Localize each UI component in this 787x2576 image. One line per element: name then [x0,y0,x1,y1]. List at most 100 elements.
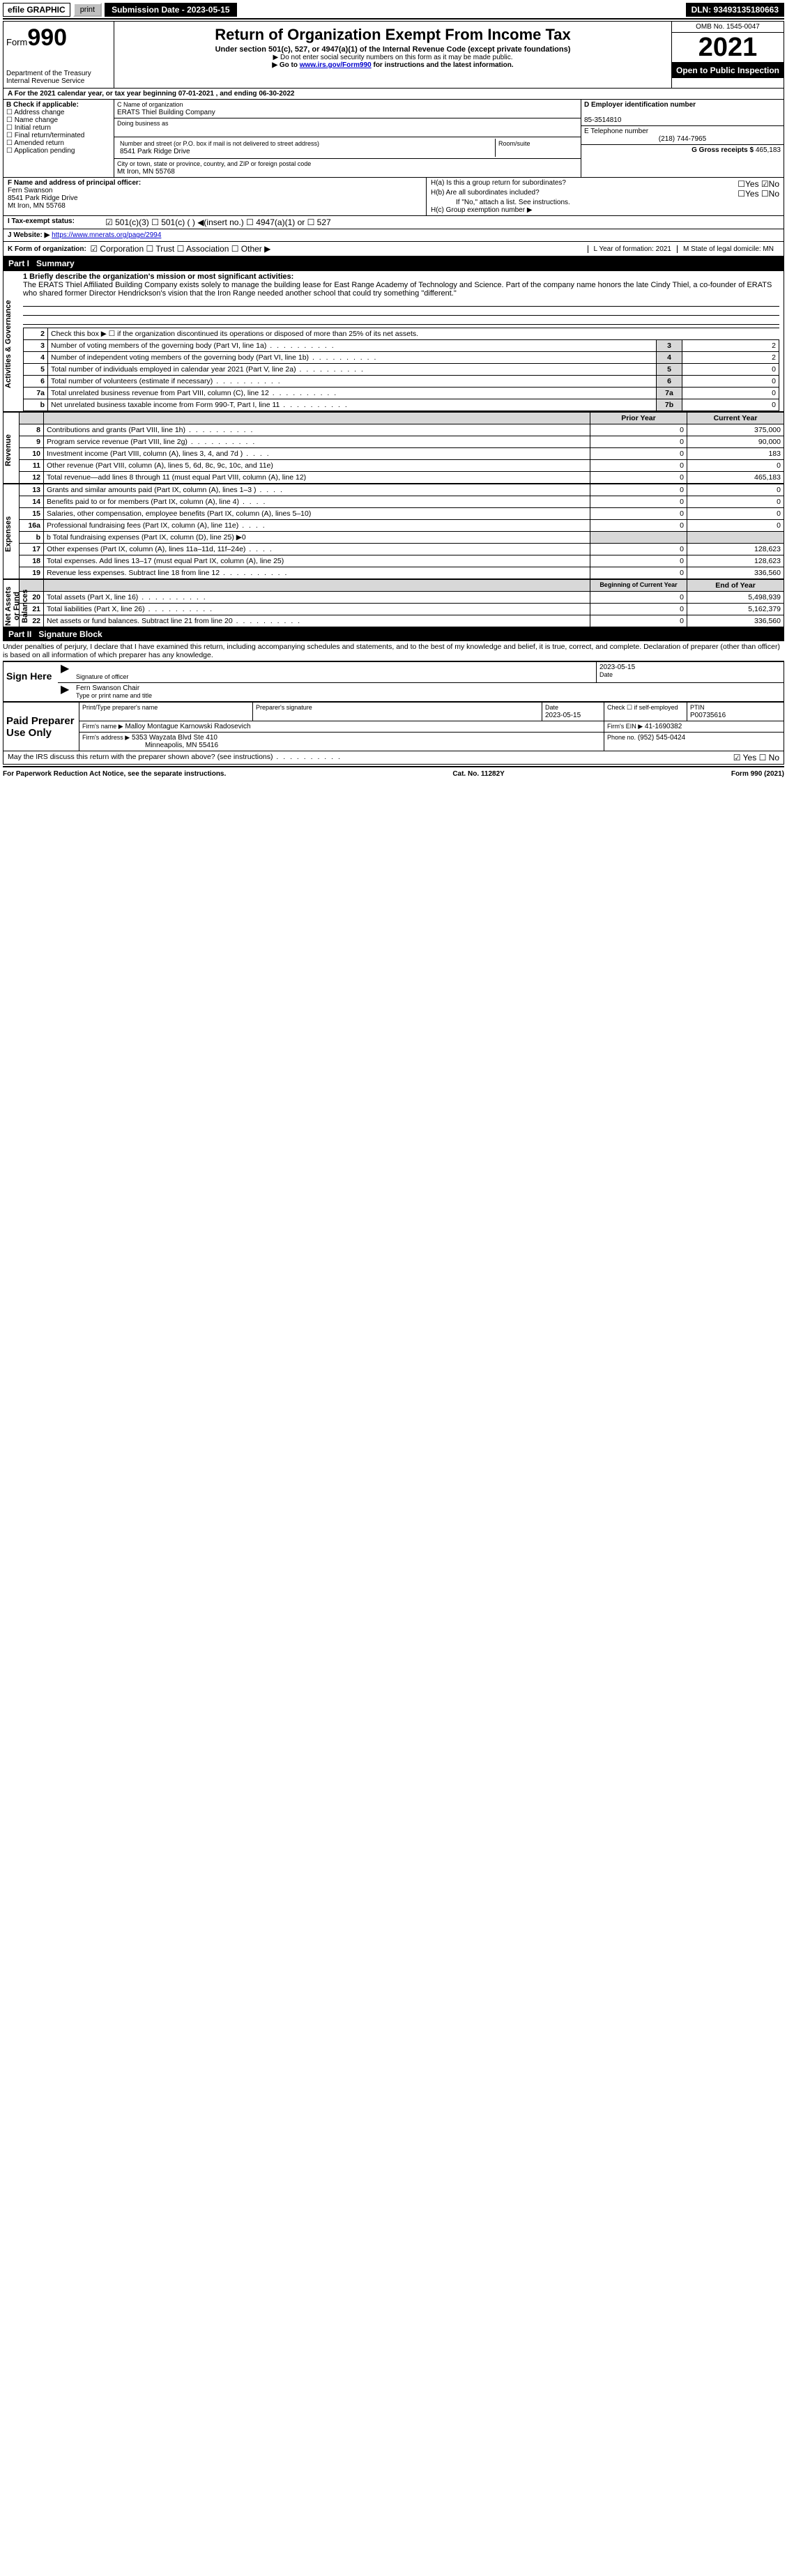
dept-label: Department of the Treasury [6,70,111,77]
tax-year: 2021 [672,33,784,62]
sign-here-label: Sign Here [3,662,58,701]
sign-here-block: Sign Here ▶ Signature of officer 2023-05… [3,661,784,702]
website-link[interactable]: https://www.mnerats.org/page/2994 [52,231,161,239]
line2: Check this box ▶ ☐ if the organization d… [48,328,779,340]
hb-answer[interactable]: ☐Yes ☐No [738,189,779,199]
end-year-hdr: End of Year [715,581,756,590]
sig-date-label: Date [599,671,613,678]
line5-text: Total number of individuals employed in … [48,364,657,376]
mission-text: The ERATS Thiel Affiliated Building Comp… [23,281,772,298]
line14-prior: 0 [590,496,687,508]
line17-curr: 128,623 [687,544,784,555]
chk-address-change[interactable]: ☐ Address change [6,109,64,116]
line-a: A For the 2021 calendar year, or tax yea… [3,89,784,100]
box-b: B Check if applicable: ☐ Address change … [3,100,114,177]
row-k: K Form of organization: ☑ Corporation ☐ … [3,242,784,256]
discuss-row: May the IRS discuss this return with the… [3,751,784,765]
chk-app-pending[interactable]: ☐ Application pending [6,147,75,155]
chk-initial-return[interactable]: ☐ Initial return [6,124,51,132]
chk-amended[interactable]: ☐ Amended return [6,139,64,147]
footer: For Paperwork Reduction Act Notice, see … [3,769,784,779]
gross-label: G Gross receipts $ [692,146,754,154]
ptin-label: PTIN [690,704,705,711]
entity-section: B Check if applicable: ☐ Address change … [3,100,784,178]
addr-label: Number and street (or P.O. box if mail i… [120,140,319,147]
line11-prior: 0 [590,460,687,472]
firm-ein-label: Firm's EIN ▶ [607,723,643,730]
prep-sig-label: Preparer's signature [256,704,312,711]
part2-title: Signature Block [38,629,102,639]
line19-curr: 336,560 [687,567,784,579]
line13-text: Grants and similar amounts paid (Part IX… [44,484,590,496]
penalty-text: Under penalties of perjury, I declare th… [3,641,784,661]
footer-right: Form 990 (2021) [731,770,784,778]
firm-phone: (952) 545-0424 [638,734,685,742]
city-label: City or town, state or province, country… [117,160,311,167]
line18-text: Total expenses. Add lines 13–17 (must eq… [44,555,590,567]
irs-link[interactable]: www.irs.gov/Form990 [300,61,372,69]
caret-icon: ▶ [58,662,73,682]
line12-curr: 465,183 [687,472,784,484]
line21-text: Total liabilities (Part X, line 26) [44,604,590,615]
line10-text: Investment income (Part VIII, column (A)… [44,448,590,460]
line20-text: Total assets (Part X, line 16) [44,592,590,604]
line-a-text: A For the 2021 calendar year, or tax yea… [8,90,294,98]
tab-netassets: Net Assets or Fund Balances [3,580,30,632]
line5-num: 5 [657,364,682,376]
tab-activities: Activities & Governance [3,271,13,417]
open-to-public: Open to Public Inspection [672,62,784,78]
ein-label: D Employer identification number [584,101,696,109]
street-address: 8541 Park Ridge Drive [120,148,190,155]
activities-governance: Activities & Governance 1 Briefly descri… [3,270,784,412]
line7b-num: 7b [657,399,682,411]
paid-preparer-label: Paid Preparer Use Only [3,703,79,751]
row-f-h: F Name and address of principal officer:… [3,178,784,216]
submission-date-button[interactable]: Submission Date - 2023-05-15 [105,3,236,17]
line18-curr: 128,623 [687,555,784,567]
sig-date: 2023-05-15 [599,664,635,671]
chk-final-return[interactable]: ☐ Final return/terminated [6,132,84,139]
state-domicile: M State of legal domicile: MN [677,245,779,253]
line3-val: 2 [682,340,779,352]
prep-selfemp[interactable]: Check ☐ if self-employed [604,703,687,721]
line7a-num: 7a [657,388,682,399]
line5-val: 0 [682,364,779,376]
line4-num: 4 [657,352,682,364]
ha-answer[interactable]: ☐Yes ☑No [738,179,779,189]
firm-addr2: Minneapolis, MN 55416 [145,742,218,749]
tab-expenses: Expenses [3,484,13,584]
form-title: Return of Organization Exempt From Incom… [117,26,668,44]
form-org-opts[interactable]: ☑ Corporation ☐ Trust ☐ Association ☐ Ot… [90,244,270,254]
phone-label: E Telephone number [584,128,648,135]
line18-prior: 0 [590,555,687,567]
line10-prior: 0 [590,448,687,460]
prep-name-label: Print/Type preparer's name [82,704,158,711]
sig-officer-label: Signature of officer [76,673,128,680]
row-i: I Tax-exempt status: ☑ 501(c)(3) ☐ 501(c… [3,216,784,229]
room-label: Room/suite [498,140,530,147]
gross-value: 465,183 [756,146,781,154]
box-c: C Name of organizationERATS Thiel Buildi… [114,100,581,177]
print-button[interactable]: print [73,3,102,17]
officer-name: Fern Swanson [8,187,52,194]
city-value: Mt Iron, MN 55768 [117,168,175,176]
line8-curr: 375,000 [687,424,784,436]
tax-status-opts[interactable]: ☑ 501(c)(3) ☐ 501(c) ( ) ◀(insert no.) ☐… [105,217,331,227]
footer-center: Cat. No. 11282Y [452,770,504,778]
officer-addr2: Mt Iron, MN 55768 [8,202,66,210]
note2-pre: ▶ Go to [272,61,299,69]
discuss-answer[interactable]: ☑ Yes ☐ No [733,753,779,762]
part2-header: Part II Signature Block [3,627,784,641]
line4-val: 2 [682,352,779,364]
line15-text: Salaries, other compensation, employee b… [44,508,590,520]
prior-year-hdr: Prior Year [621,414,655,422]
mission-label: 1 Briefly describe the organization's mi… [23,273,293,281]
form-header: Form990 Department of the Treasury Inter… [3,21,784,89]
mission-block: 1 Briefly describe the organization's mi… [23,273,779,325]
part1-title: Summary [36,259,75,268]
chk-name-change[interactable]: ☐ Name change [6,116,58,124]
name-label: C Name of organization [117,101,183,108]
line11-curr: 0 [687,460,784,472]
line13-curr: 0 [687,484,784,496]
line21-prior: 0 [590,604,687,615]
